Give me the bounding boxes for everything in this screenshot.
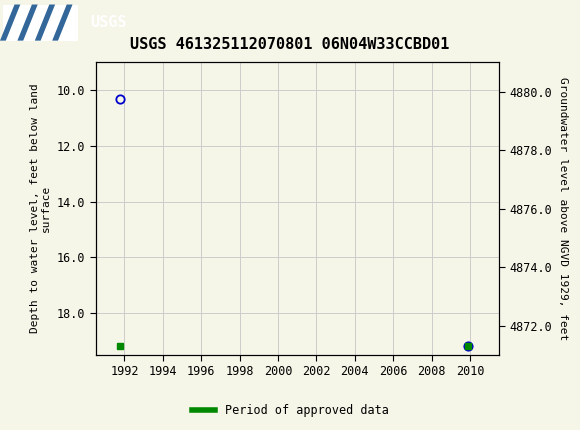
Legend: Period of approved data: Period of approved data [187,399,393,422]
Y-axis label: Depth to water level, feet below land
surface: Depth to water level, feet below land su… [30,84,51,333]
Polygon shape [52,4,72,41]
Y-axis label: Groundwater level above NGVD 1929, feet: Groundwater level above NGVD 1929, feet [557,77,567,340]
Polygon shape [0,4,20,41]
Text: USGS: USGS [90,15,126,30]
Text: USGS 461325112070801 06N04W33CCBD01: USGS 461325112070801 06N04W33CCBD01 [130,37,450,52]
Bar [3,4,78,41]
Polygon shape [17,4,38,41]
Polygon shape [35,4,55,41]
